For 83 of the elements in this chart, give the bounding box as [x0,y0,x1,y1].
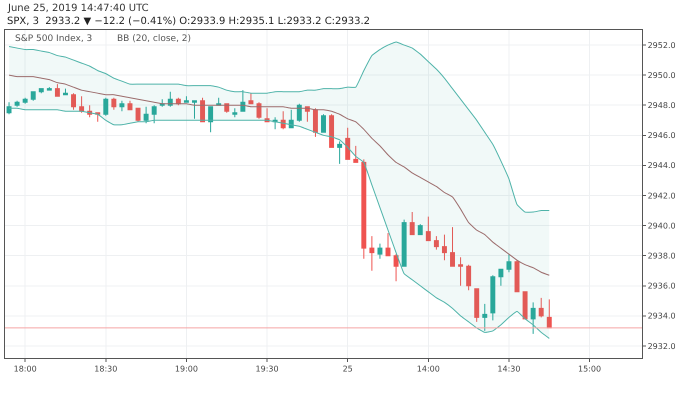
candlestick [208,106,214,133]
candlestick [119,100,124,112]
candlestick [345,127,350,160]
candlestick [538,297,544,318]
candlestick [482,303,488,332]
y-tick-label: 2946.0 [648,131,676,140]
candlestick [192,100,197,120]
y-tick-label: 2934.0 [648,312,676,321]
candlestick [490,274,496,321]
candlestick [168,91,173,108]
candlestick [377,243,382,260]
candlestick [369,236,374,272]
candlestick [200,97,206,122]
x-tick-label: 18:00 [14,364,37,374]
x-tick-label: 14:00 [416,364,440,374]
candlestick [46,86,52,91]
candlestick [54,84,60,97]
candlestick [498,268,504,286]
candlestick [466,264,472,291]
candlestick [442,234,447,261]
candlestick [79,96,84,114]
candlestick [458,256,464,286]
candlestick [38,88,44,94]
x-tick-label: 18:30 [94,364,118,374]
y-tick-label: 2950.0 [648,70,676,80]
line-series [8,108,550,339]
candlestick [280,110,286,130]
candlestick [426,216,431,242]
candlestick [546,298,552,328]
y-tick-label: 2948.0 [648,101,676,110]
y-tick-label: 2938.0 [648,251,676,260]
chart-title: June 25, 2019 14:47:40 UTC [7,3,149,14]
line-series [8,42,550,213]
y-tick-label: 2942.0 [648,191,676,200]
x-tick-label: 14:30 [497,364,520,374]
candlestick [353,145,358,163]
y-tick-label: 2952.0 [648,40,676,50]
y-tick-label: 2932.0 [648,342,676,351]
candlestick [128,100,132,110]
candlestick [136,108,141,122]
line-series [8,74,550,276]
candlestick [14,100,20,108]
candlestick [506,254,512,273]
candlestick [232,108,238,118]
candlestick [6,102,12,115]
candlestick [514,260,520,292]
candlestick [312,108,318,138]
annotation: BB (20, close, 2) [117,34,192,44]
candlestick [240,90,246,112]
candlestick [152,104,157,124]
candlestick [144,106,149,124]
candlestick [402,219,407,267]
candlestick [103,97,108,116]
y-tick-label: 2944.0 [648,161,676,170]
chart-subtitle: SPX, 3 2933.2 ▼ −12.2 (−0.41%) O:2933.9 H:2935.1 L:2933.2 C:2933.2 [7,16,370,27]
candlestick [288,109,294,128]
x-tick-label: 19:00 [174,364,198,374]
candlestick [296,103,302,122]
candlestick [256,102,262,120]
candlestick [71,92,76,110]
candlestick [434,236,439,250]
x-tick-label: 19:30 [256,364,279,374]
candlestick [530,302,536,334]
candlestick [63,88,68,96]
x-tick-label: 25 [342,364,353,374]
candlestick [184,96,189,103]
candlestick [337,140,342,164]
y-tick-label: 2940.0 [648,221,676,230]
y-tick-label: 2936.0 [648,282,676,291]
candlestick [450,226,455,267]
candlestick [522,291,528,320]
candlestick [410,212,415,236]
x-tick-label: 15:00 [578,364,602,374]
candlestick [111,97,116,110]
candlestick [474,288,480,322]
candlestick [248,92,254,104]
candlestick [394,254,399,282]
candlestick [22,97,28,104]
candlestick [321,114,326,133]
candlestick [386,232,390,256]
candlestick [329,114,334,148]
candlestick [361,158,366,260]
annotation: S&P 500 Index, 3 [15,34,92,44]
